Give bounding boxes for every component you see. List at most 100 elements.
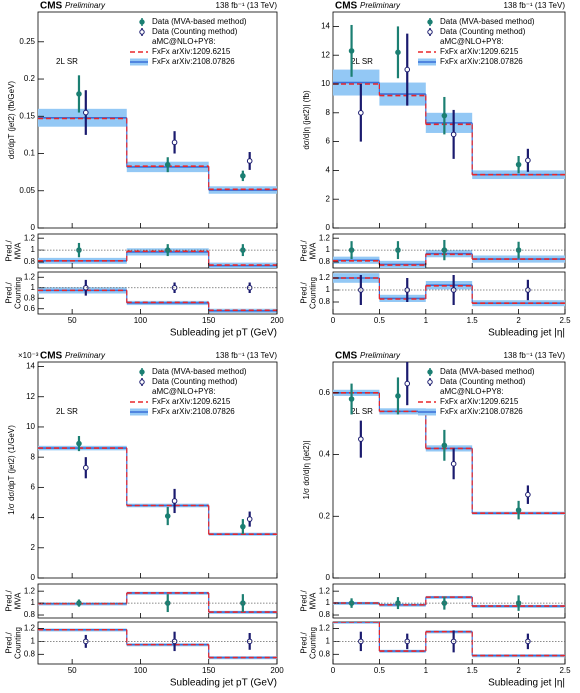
- y-axis-label: MVA: [309, 242, 318, 259]
- data-point: [525, 157, 531, 164]
- legend-label: FxFx arXiv:2108.07826: [152, 57, 235, 66]
- y-tick-label: 0.1: [24, 149, 36, 158]
- y-axis-label: MVA: [14, 242, 23, 259]
- data-point: [171, 139, 178, 146]
- preliminary-label: Preliminary: [65, 351, 106, 360]
- x-tick-label: 150: [202, 666, 216, 675]
- y-tick-label: 1.2: [319, 624, 331, 633]
- panel-frame: [332, 11, 566, 229]
- preliminary-label: Preliminary: [360, 351, 401, 360]
- y-tick-label: 14: [321, 22, 330, 31]
- legend-label: Data (Counting method): [152, 27, 238, 36]
- y-tick-label: 1: [31, 636, 36, 645]
- legend-header: aMC@NLO+PY8:: [440, 37, 503, 46]
- data-point: [76, 91, 82, 97]
- x-tick-label: 1: [424, 666, 429, 675]
- data-point: [395, 49, 401, 56]
- x-tick-label: 2: [516, 316, 521, 325]
- x-axis-label: Subleading jet |η|: [488, 678, 565, 689]
- data-point: [404, 380, 411, 387]
- data-point: [164, 161, 171, 168]
- data-point: [404, 66, 411, 73]
- y-tick-label: 0.15: [19, 111, 35, 120]
- legend-label: Data (MVA-based method): [440, 367, 535, 376]
- data-point: [515, 161, 522, 168]
- y-axis-label: Counting: [309, 277, 318, 309]
- y-tick-label: 0: [326, 573, 331, 582]
- x-tick-label: 2.5: [559, 666, 571, 675]
- y-axis-label: MVA: [309, 592, 318, 609]
- x-tick-label: 100: [134, 666, 148, 675]
- y-axis-label: Pred./: [300, 632, 309, 654]
- y-axis-label: Pred./: [5, 240, 14, 262]
- y-axis-label: dσ/d|η (jet2)| (fb): [302, 90, 311, 150]
- y-tick-label: 1.2: [24, 233, 36, 242]
- legend-label: FxFx arXiv:1209.6215: [440, 47, 519, 56]
- data-point: [525, 491, 531, 498]
- y-axis-label: 1/σ dσ/d|η (jet2)|: [302, 441, 311, 500]
- legend-symbol: [139, 19, 145, 25]
- y-tick-label: 1.2: [24, 586, 36, 595]
- panel-2: [333, 622, 565, 658]
- x-tick-label: 150: [202, 316, 216, 325]
- y-tick-label: 1.2: [24, 272, 36, 281]
- y-tick-label: 12: [321, 50, 330, 59]
- x-tick-label: 1: [424, 316, 429, 325]
- panel-2: [38, 279, 277, 313]
- x-tick-label: 200: [270, 666, 284, 675]
- y-tick-label: 1.2: [24, 624, 36, 633]
- panel-1: [38, 242, 277, 268]
- y-tick-label: 0.8: [24, 610, 36, 619]
- y-axis-label: MVA: [14, 592, 23, 609]
- y-tick-label: 0: [31, 223, 36, 232]
- panel-1: [38, 591, 277, 614]
- legend-label: Data (MVA-based method): [152, 17, 247, 26]
- data-point: [404, 287, 411, 293]
- data-point: [83, 464, 89, 471]
- x-tick-label: 0.5: [374, 316, 386, 325]
- data-point: [348, 396, 355, 402]
- panel-frame: [332, 621, 566, 665]
- y-tick-label: 0.8: [24, 649, 36, 658]
- data-point: [515, 507, 522, 513]
- legend-symbol: [139, 369, 145, 375]
- y-tick-label: 4: [31, 513, 36, 522]
- y-axis-label: Pred./: [300, 590, 309, 612]
- data-point: [164, 513, 171, 519]
- panel-frame: [332, 361, 566, 579]
- data-point: [441, 112, 448, 119]
- x-tick-label: 2: [516, 666, 521, 675]
- y-tick-label: 0: [326, 223, 331, 232]
- legend-label: Data (MVA-based method): [152, 367, 247, 376]
- y-axis-label: Pred./: [5, 590, 14, 612]
- panel-0: [38, 75, 277, 194]
- y-tick-label: 1: [326, 285, 331, 294]
- legend-symbol: [139, 379, 145, 385]
- cms-label: CMS: [335, 1, 358, 12]
- y-tick-label: 1: [31, 283, 36, 292]
- uncertainty-band: [333, 622, 380, 624]
- lumi-label: 138 fb⁻¹ (13 TeV): [504, 1, 566, 10]
- data-point: [240, 523, 246, 530]
- legend-symbol: [427, 29, 433, 35]
- y-tick-label: 0.4: [319, 450, 331, 459]
- data-point: [348, 48, 355, 54]
- y-axis-label: Counting: [309, 627, 318, 659]
- y-tick-label: 1: [31, 598, 36, 607]
- legend-label: Data (Counting method): [440, 377, 526, 386]
- legend-label: Data (Counting method): [440, 27, 526, 36]
- lumi-label: 138 fb⁻¹ (13 TeV): [504, 351, 566, 360]
- y-tick-label: 0.8: [319, 610, 331, 619]
- y-tick-label: 10: [26, 422, 35, 431]
- y-tick-label: 1: [326, 598, 331, 607]
- y-tick-label: 14: [26, 362, 35, 371]
- y-axis-label: Counting: [14, 627, 23, 659]
- legend-label: FxFx arXiv:2108.07826: [152, 407, 235, 416]
- legend-header: aMC@NLO+PY8:: [152, 387, 215, 396]
- y-tick-label: 1: [326, 636, 331, 645]
- y-tick-label: 6: [326, 137, 331, 146]
- x-tick-label: 1.5: [467, 316, 479, 325]
- panel-2: [38, 628, 277, 660]
- legend-label: Data (MVA-based method): [440, 17, 535, 26]
- y-axis-label: Pred./: [300, 282, 309, 304]
